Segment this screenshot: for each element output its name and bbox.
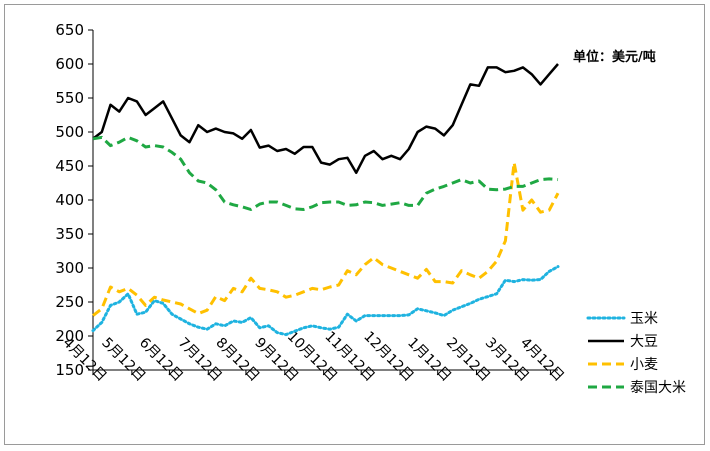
y-tick-label: 650 <box>55 21 84 39</box>
y-tick-label: 550 <box>55 89 84 107</box>
legend-label-0: 玉米 <box>630 311 658 327</box>
y-tick-label: 450 <box>55 157 84 175</box>
series-line-3 <box>92 135 559 211</box>
series-line-1 <box>92 63 559 175</box>
series-line-2 <box>92 161 560 317</box>
legend-label-3: 泰国大米 <box>630 380 686 396</box>
plot-area <box>91 63 560 337</box>
y-tick-label: 200 <box>55 327 84 345</box>
y-tick-label: 350 <box>55 225 84 243</box>
y-tick-label: 400 <box>55 191 84 209</box>
y-axis: 150 200 250 300 350 400 450 500 550 600 650 <box>55 21 94 379</box>
series-line-0 <box>91 265 560 337</box>
y-tick-label: 500 <box>55 123 84 141</box>
y-tick-label: 250 <box>55 293 84 311</box>
legend-label-2: 小麦 <box>630 357 658 373</box>
y-tick-label: 150 <box>55 361 84 379</box>
unit-label: 单位：美元/吨 <box>573 49 656 65</box>
line-chart: 150 200 250 300 350 400 450 500 550 600 650 4月12日5… <box>55 21 686 396</box>
x-axis: 4月12日5月12日6月12日7月12日8月12日9月12日10月12日11月1… <box>59 329 566 385</box>
legend-label-1: 大豆 <box>630 334 658 350</box>
y-tick-label: 300 <box>55 259 84 277</box>
y-tick-label: 600 <box>55 55 84 73</box>
chart-frame: 150 200 250 300 350 400 450 500 550 600 650 4月12日 5… <box>4 4 705 445</box>
